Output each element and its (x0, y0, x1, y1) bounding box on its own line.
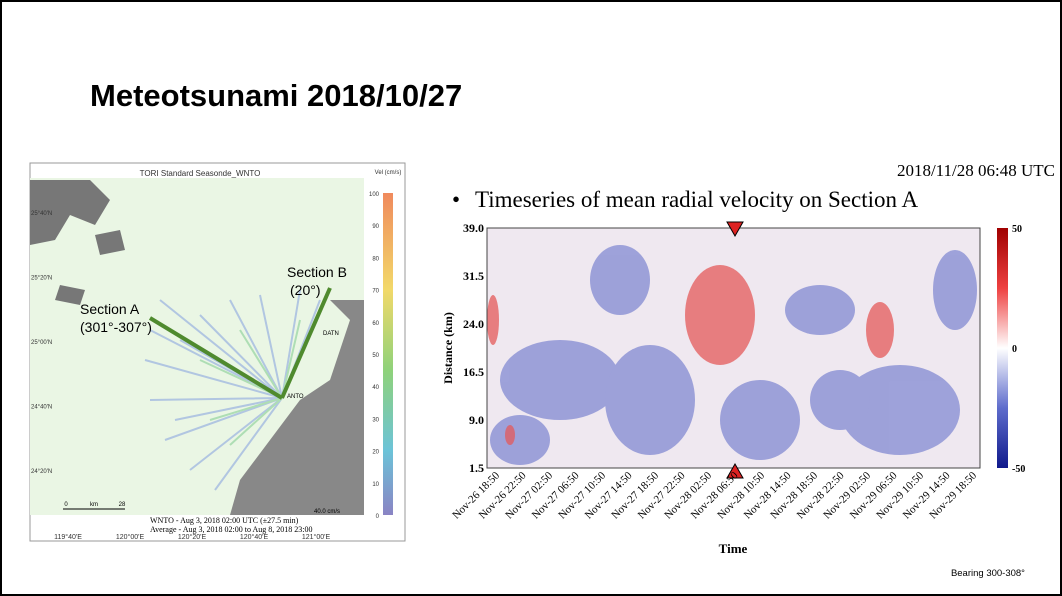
map-legend-tick: 100 (369, 192, 380, 198)
map (30, 163, 405, 541)
velocity-colorbar (997, 228, 1008, 468)
scale-label: 28 (119, 502, 126, 508)
section-label: Section A (80, 301, 140, 317)
map-legend-title: Vel (cm/s) (375, 170, 402, 176)
vector-scale: 40.0 cm/s (314, 509, 340, 515)
y-tick-label: 39.0 (463, 221, 484, 235)
station-label: ANTO (287, 394, 304, 400)
map-footer: Average - Aug 3, 2018 02:00 to Aug 8, 20… (150, 525, 313, 534)
y-axis-label: Distance (km) (441, 312, 455, 384)
y-tick-label: 1.5 (469, 461, 484, 475)
bearing: Bearing 300-308° (951, 568, 1025, 579)
section-range: (301°-307°) (80, 319, 152, 335)
map-title: TORI Standard Seasonde_WNTO (140, 169, 261, 178)
map-legend-tick: 50 (372, 353, 379, 359)
map-colorbar (383, 193, 393, 515)
lon-label: 120°40'E (240, 533, 269, 541)
lon-label: 120°00'E (116, 533, 145, 541)
lat-label: 25°20'N (31, 276, 52, 282)
y-tick-label: 24.0 (463, 317, 484, 331)
map-legend-tick: 30 (372, 417, 379, 423)
lon-label: 119°40'E (54, 533, 82, 541)
y-tick-label: 9.0 (469, 413, 484, 427)
lat-label: 25°40'N (31, 211, 52, 217)
lat-label: 25°00'N (31, 340, 52, 346)
bullet-text: Timeseries of mean radial velocity on Se… (475, 187, 918, 212)
slide-title: Meteotsunami 2018/10/27 (90, 78, 462, 113)
station-label: DATN (323, 331, 339, 337)
slide: Meteotsunami 2018/10/27 TORI Standard Se… (0, 0, 1062, 596)
section-range: (20°) (290, 282, 321, 298)
colorbar-tick: 0 (1012, 344, 1017, 355)
map-legend-tick: 90 (372, 224, 379, 230)
map-legend-tick: 70 (372, 289, 379, 295)
lon-label: 121°00'E (302, 533, 331, 541)
map-legend-tick: 20 (372, 450, 379, 456)
y-tick-label: 16.5 (463, 365, 484, 379)
map-footer: WNTO - Aug 3, 2018 02:00 UTC (±27.5 min) (150, 516, 299, 525)
bullet-dot: • (452, 187, 460, 212)
x-axis-label: Time (719, 541, 748, 556)
lon-label: 120°20'E (178, 533, 207, 541)
colorbar-tick: 50 (1012, 224, 1022, 235)
section-label: Section B (287, 264, 347, 280)
heatmap (487, 222, 1008, 478)
y-tick-label: 31.5 (463, 269, 484, 283)
lat-label: 24°40'N (31, 405, 52, 411)
scale-label: km (90, 502, 98, 508)
map-legend-tick: 60 (372, 321, 379, 327)
map-legend-tick: 40 (372, 385, 379, 391)
map-legend-tick: 80 (372, 256, 379, 262)
map-legend-tick: 10 (372, 482, 379, 488)
lat-label: 24°20'N (31, 469, 52, 475)
timestamp: 2018/11/28 06:48 UTC (897, 161, 1055, 180)
colorbar-tick: -50 (1012, 464, 1025, 475)
